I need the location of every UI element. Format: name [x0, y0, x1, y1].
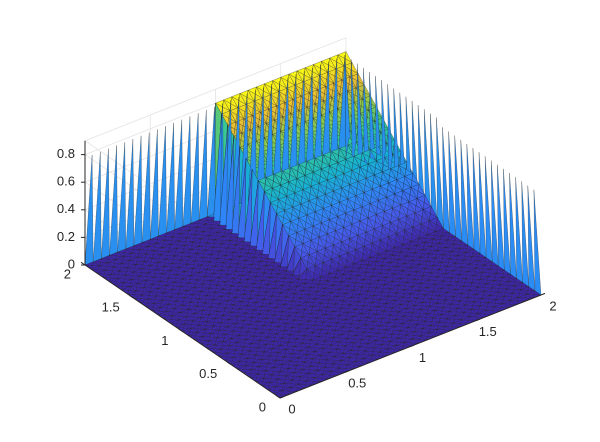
z-tick-label: 0.6 — [57, 174, 75, 189]
surface-facet — [527, 286, 536, 292]
surface-facet — [472, 248, 481, 254]
surface-facet — [206, 216, 215, 222]
surface-facet — [243, 241, 252, 247]
surface-facet — [497, 265, 506, 271]
z-tick-label: 0.8 — [57, 146, 75, 161]
x-tick-label: 1.5 — [479, 324, 497, 339]
z-tick-label: 0 — [68, 256, 75, 271]
y-tick-label: 0 — [259, 399, 266, 414]
surface-facet — [533, 290, 542, 296]
surface-facet — [521, 282, 530, 287]
surface-facet — [207, 106, 216, 218]
z-tick-label: 0.2 — [57, 229, 75, 244]
surface-mesh — [84, 50, 542, 399]
y-tick-mark — [275, 394, 281, 399]
surface-facet — [141, 132, 151, 243]
surface-facet — [125, 138, 135, 250]
surface-facet — [101, 148, 110, 259]
x-tick-label: 2 — [549, 298, 556, 313]
surface-facet — [174, 119, 184, 230]
y-tick-label: 2 — [64, 266, 71, 281]
x-tick-mark — [410, 344, 415, 347]
surface-facet — [109, 145, 118, 256]
surface-facet — [454, 236, 463, 242]
surface-facet — [230, 233, 240, 238]
surface-facet — [198, 109, 208, 221]
surface-facet — [515, 278, 524, 283]
surface-facet — [212, 220, 221, 226]
surface-facet — [236, 237, 246, 243]
surface-facet — [182, 116, 192, 227]
x-tick-label: 0.5 — [348, 376, 366, 391]
surface-facet — [448, 232, 457, 238]
surface-facet — [490, 261, 500, 267]
surface-facet — [255, 249, 264, 255]
x-tick-mark — [540, 292, 546, 296]
y-tick-label: 1.5 — [102, 300, 120, 315]
x-tick-mark — [345, 370, 350, 373]
surface-facet — [509, 273, 518, 279]
surface-facet — [133, 135, 143, 247]
surface-facet — [190, 113, 200, 224]
surface-facet — [503, 269, 512, 275]
surface-facet — [92, 151, 102, 263]
x-tick-mark — [279, 395, 285, 399]
surface-facet — [224, 228, 234, 234]
x-tick-mark — [475, 318, 480, 322]
y-tick-mark — [226, 361, 232, 366]
surface-facet — [150, 129, 159, 240]
z-tick-label: 0.4 — [57, 201, 75, 216]
y-tick-label: 1 — [161, 333, 168, 348]
surface-facet — [442, 228, 451, 233]
x-tick-label: 1 — [419, 350, 426, 365]
surface-facet — [117, 142, 127, 253]
surface-facet — [158, 126, 167, 237]
x-tick-label: 0 — [288, 401, 295, 416]
y-tick-mark — [178, 328, 183, 332]
surface-facet — [218, 224, 227, 230]
surface-facet — [484, 257, 494, 263]
y-tick-label: 0.5 — [199, 366, 217, 381]
surface-facet — [466, 244, 475, 250]
surface-facet — [533, 189, 542, 296]
surface-facet — [166, 122, 175, 234]
surface-facet — [249, 245, 258, 251]
grid-line — [84, 37, 347, 142]
y-tick-mark — [129, 295, 135, 299]
surface-facet — [460, 240, 469, 246]
surface-facet — [478, 253, 488, 258]
surface-facet — [84, 155, 94, 266]
